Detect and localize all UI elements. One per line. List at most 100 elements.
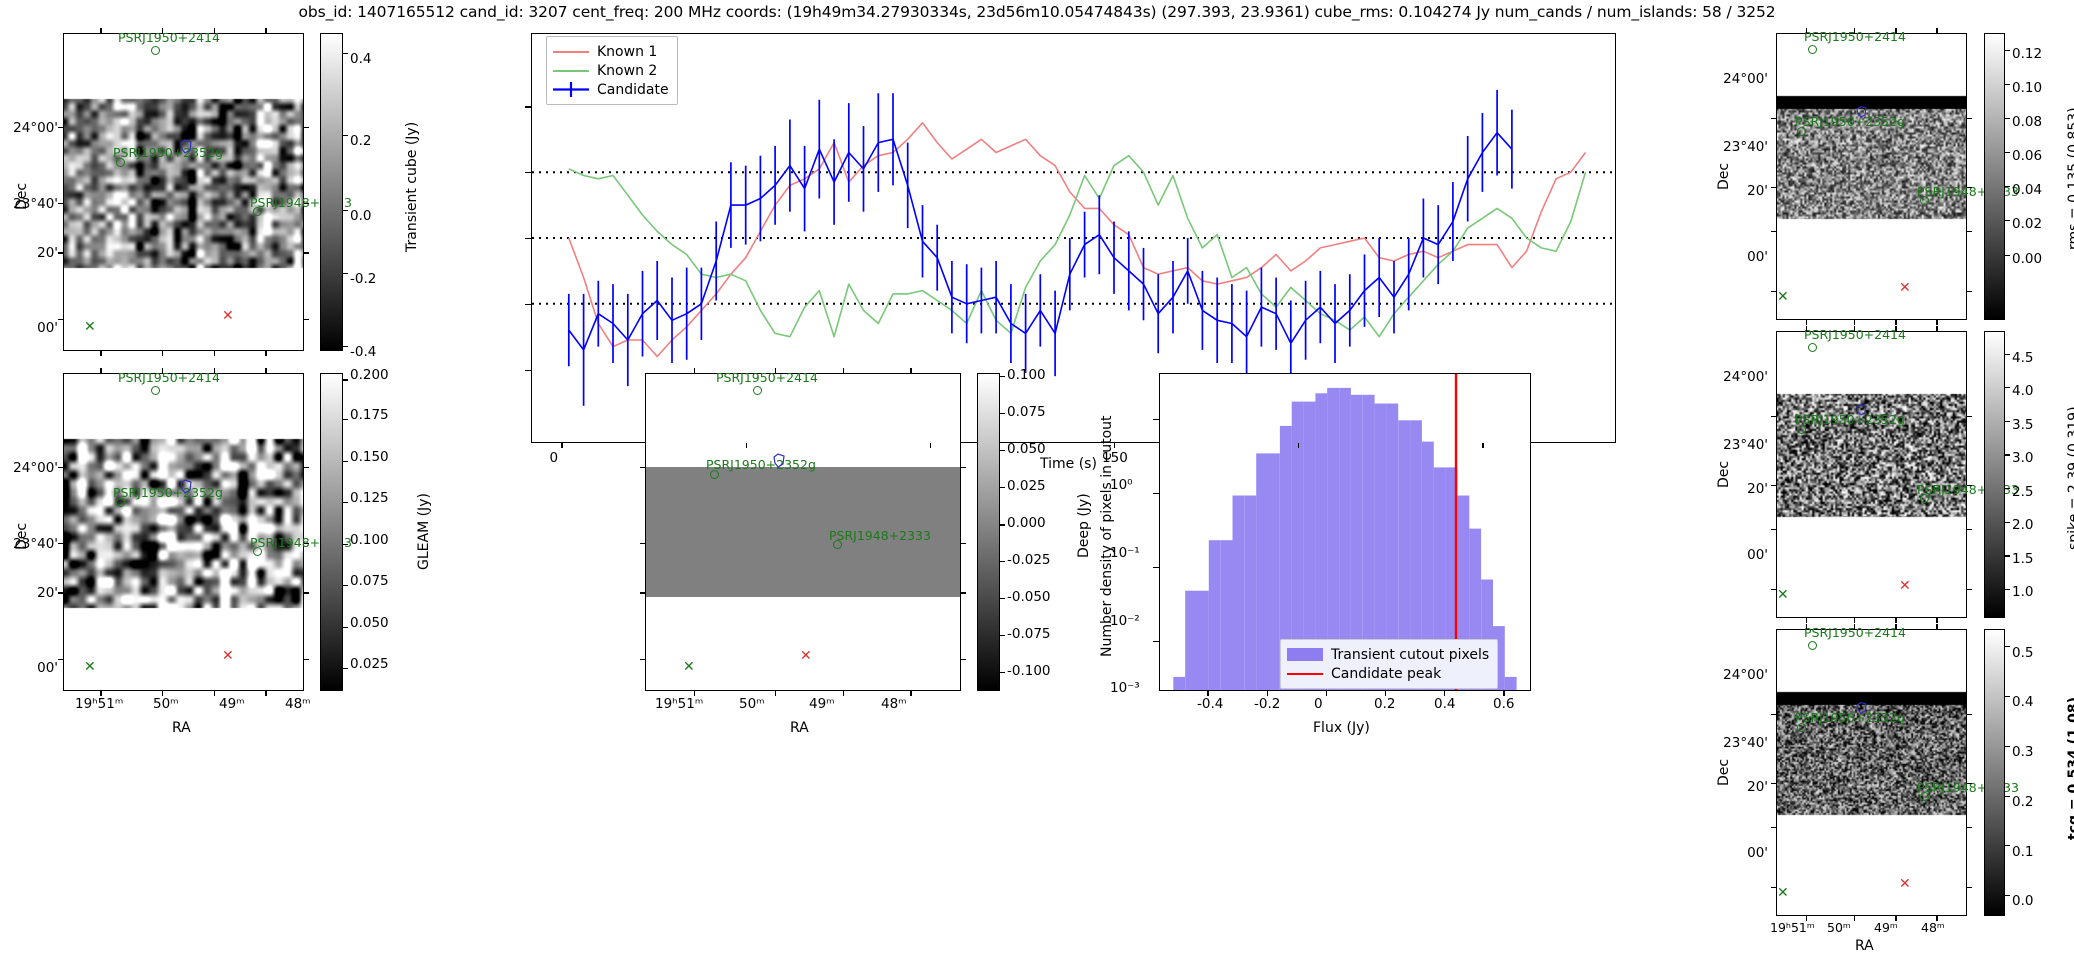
cbar-tick-mark <box>1000 524 1005 526</box>
cbar-tick-mark <box>1000 376 1005 378</box>
source-label-psrj1950p2352g-gleam: PSRJ1950+2352g <box>113 485 223 500</box>
red-x-marker-spike: ✕ <box>1899 578 1911 594</box>
sky-ytick-mark-right <box>1967 415 1972 417</box>
ra-axis-label-deep: RA <box>790 720 809 736</box>
sky-ytick-mark-right <box>304 252 309 254</box>
dec-tick-00-rms: 00' <box>1747 249 1768 265</box>
cbar-tick-mark <box>2005 84 2010 86</box>
hist-xtick-mark <box>1385 691 1387 696</box>
sky-xtick-mark-top <box>1936 624 1938 629</box>
lc-xtick-mark <box>1482 443 1484 448</box>
source-marker-psrj1950p2414-deep <box>753 386 762 395</box>
cbar-tick-cube-3: -0.2 <box>350 271 377 287</box>
cbar-tick-spike-3: 3.0 <box>2012 450 2034 466</box>
source-marker-psrj1950p2352g-tcg <box>1797 723 1806 732</box>
cbar-tick-gleam-0: 0.200 <box>350 367 389 383</box>
cbar-tick-deep-6: -0.050 <box>1007 589 1051 605</box>
cbar-tick-mark <box>343 667 348 669</box>
cbar-tick-mark <box>343 419 348 421</box>
legend-item-known2: Known 2 <box>553 61 669 80</box>
ra-tick-1-tcg: 50ᵐ <box>1827 920 1851 935</box>
lc-ytick-mark <box>525 303 531 305</box>
red-x-marker-tcg: ✕ <box>1899 876 1911 892</box>
sky-xtick-mark-top <box>265 368 267 373</box>
cbar-tick-cube-2: 0.0 <box>350 208 372 224</box>
cbar-tick-rms-4: 0.04 <box>2012 182 2043 198</box>
flux-histogram-plot <box>1173 374 1517 690</box>
sky-xtick-mark-top <box>1895 326 1897 331</box>
cbar-tick-mark <box>2005 185 2010 187</box>
sky-ytick-mark-right <box>1967 589 1972 591</box>
cbar-tick-mark <box>2005 745 2010 747</box>
green-x-marker-deep: ✕ <box>683 659 695 675</box>
cbar-tick-deep-5: -0.025 <box>1007 552 1051 568</box>
legend-swatch-candidate-peak <box>1287 672 1323 675</box>
deep-image <box>646 467 960 597</box>
legend-swatch-candidate <box>553 82 589 97</box>
cbar-tick-mark <box>2005 845 2010 847</box>
legend-label-candidate-peak: Candidate peak <box>1331 665 1442 682</box>
dec-axis-label-tcg: Dec <box>1716 758 1732 786</box>
lc-xtick-mark <box>1114 443 1116 448</box>
cbar-tick-cube-4: -0.4 <box>350 344 377 360</box>
cbar-tick-gleam-4: 0.100 <box>350 532 389 548</box>
colorbar-spike <box>1984 331 2005 618</box>
green-x-marker-rms: ✕ <box>1777 289 1789 305</box>
cbar-tick-rms-6: 0.00 <box>2012 251 2043 267</box>
sky-xtick-mark <box>1854 916 1856 921</box>
cbar-tick-deep-0: 0.100 <box>1007 367 1046 383</box>
colorbar-tcg <box>1984 629 2005 916</box>
sky-xtick-mark <box>1854 320 1856 325</box>
sky-xtick-mark-top <box>1805 624 1807 629</box>
ra-tick-3-gleam: 48ᵐ <box>285 696 311 712</box>
cbar-tick-spike-2: 3.5 <box>2012 417 2034 433</box>
ra-tick-1-deep: 50ᵐ <box>739 696 765 712</box>
source-marker-psrj1948p2333-gleam <box>253 547 262 556</box>
cbar-tick-rms-3: 0.06 <box>2012 148 2043 164</box>
cbar-tick-rms-2: 0.08 <box>2012 114 2043 130</box>
ra-tick-2-tcg: 49ᵐ <box>1874 920 1898 935</box>
dec-tick-2340-cube: 23°40' <box>13 196 58 212</box>
dec-tick-2340-gleam: 23°40' <box>13 536 58 552</box>
sky-ytick-mark <box>1771 186 1776 188</box>
green-x-marker-tcg: ✕ <box>1777 885 1789 901</box>
hist-xtick-mark <box>1207 691 1209 696</box>
ra-tick-0-deep: 19ʰ51ᵐ <box>655 696 704 712</box>
cbar-tick-deep-4: 0.000 <box>1007 515 1046 531</box>
sky-xtick-mark <box>774 691 776 696</box>
cbar-tick-gleam-3: 0.125 <box>350 490 389 506</box>
legend-label-transient-pixels: Transient cutout pixels <box>1331 646 1490 663</box>
source-marker-psrj1950p2352g <box>116 158 125 167</box>
cbar-tick-mark <box>2005 488 2010 490</box>
cbar-tick-gleam-5: 0.075 <box>350 573 389 589</box>
panel-spike <box>1776 331 1967 618</box>
hist-xtick-2: 0 <box>1314 696 1323 712</box>
cbar-tick-mark <box>343 379 348 381</box>
cbar-tick-mark <box>1000 413 1005 415</box>
cbar-tick-rms-0: 0.12 <box>2012 46 2043 62</box>
histogram-legend: Transient cutout pixels Candidate peak <box>1280 639 1499 689</box>
lc-xtick-mark <box>745 443 747 448</box>
sky-ytick-mark-right <box>304 203 309 205</box>
sky-ytick-mark <box>1771 887 1776 889</box>
hist-xtick-1: -0.2 <box>1254 696 1281 712</box>
sky-xtick-mark-top <box>1936 326 1938 331</box>
cbar-tick-spike-4: 2.5 <box>2012 484 2034 500</box>
candidate-contour-gleam <box>180 479 192 494</box>
sky-xtick-mark-top <box>100 28 102 33</box>
cbar-tick-tcg-3: 0.2 <box>2012 794 2034 810</box>
dec-tick-20-rms: 20' <box>1747 183 1768 199</box>
red-x-marker-deep: ✕ <box>800 648 812 664</box>
sky-ytick-mark <box>1771 529 1776 531</box>
source-label-psrj1950p2414-gleam: PSRJ1950+2414 <box>118 370 220 385</box>
cbar-tick-mark <box>2005 354 2010 356</box>
cbar-tick-mark <box>2005 795 2010 797</box>
lc-ytick-mark <box>525 238 531 240</box>
sky-ytick-mark <box>640 592 645 594</box>
cbar-tick-mark <box>343 346 348 348</box>
source-label-psrj1948p2333-deep: PSRJ1948+2333 <box>829 528 931 543</box>
sky-xtick-mark <box>100 691 102 696</box>
legend-swatch-known1 <box>553 50 589 53</box>
source-marker-psrj1950p2414-rms <box>1808 45 1817 54</box>
cbar-tick-mark <box>343 134 348 136</box>
